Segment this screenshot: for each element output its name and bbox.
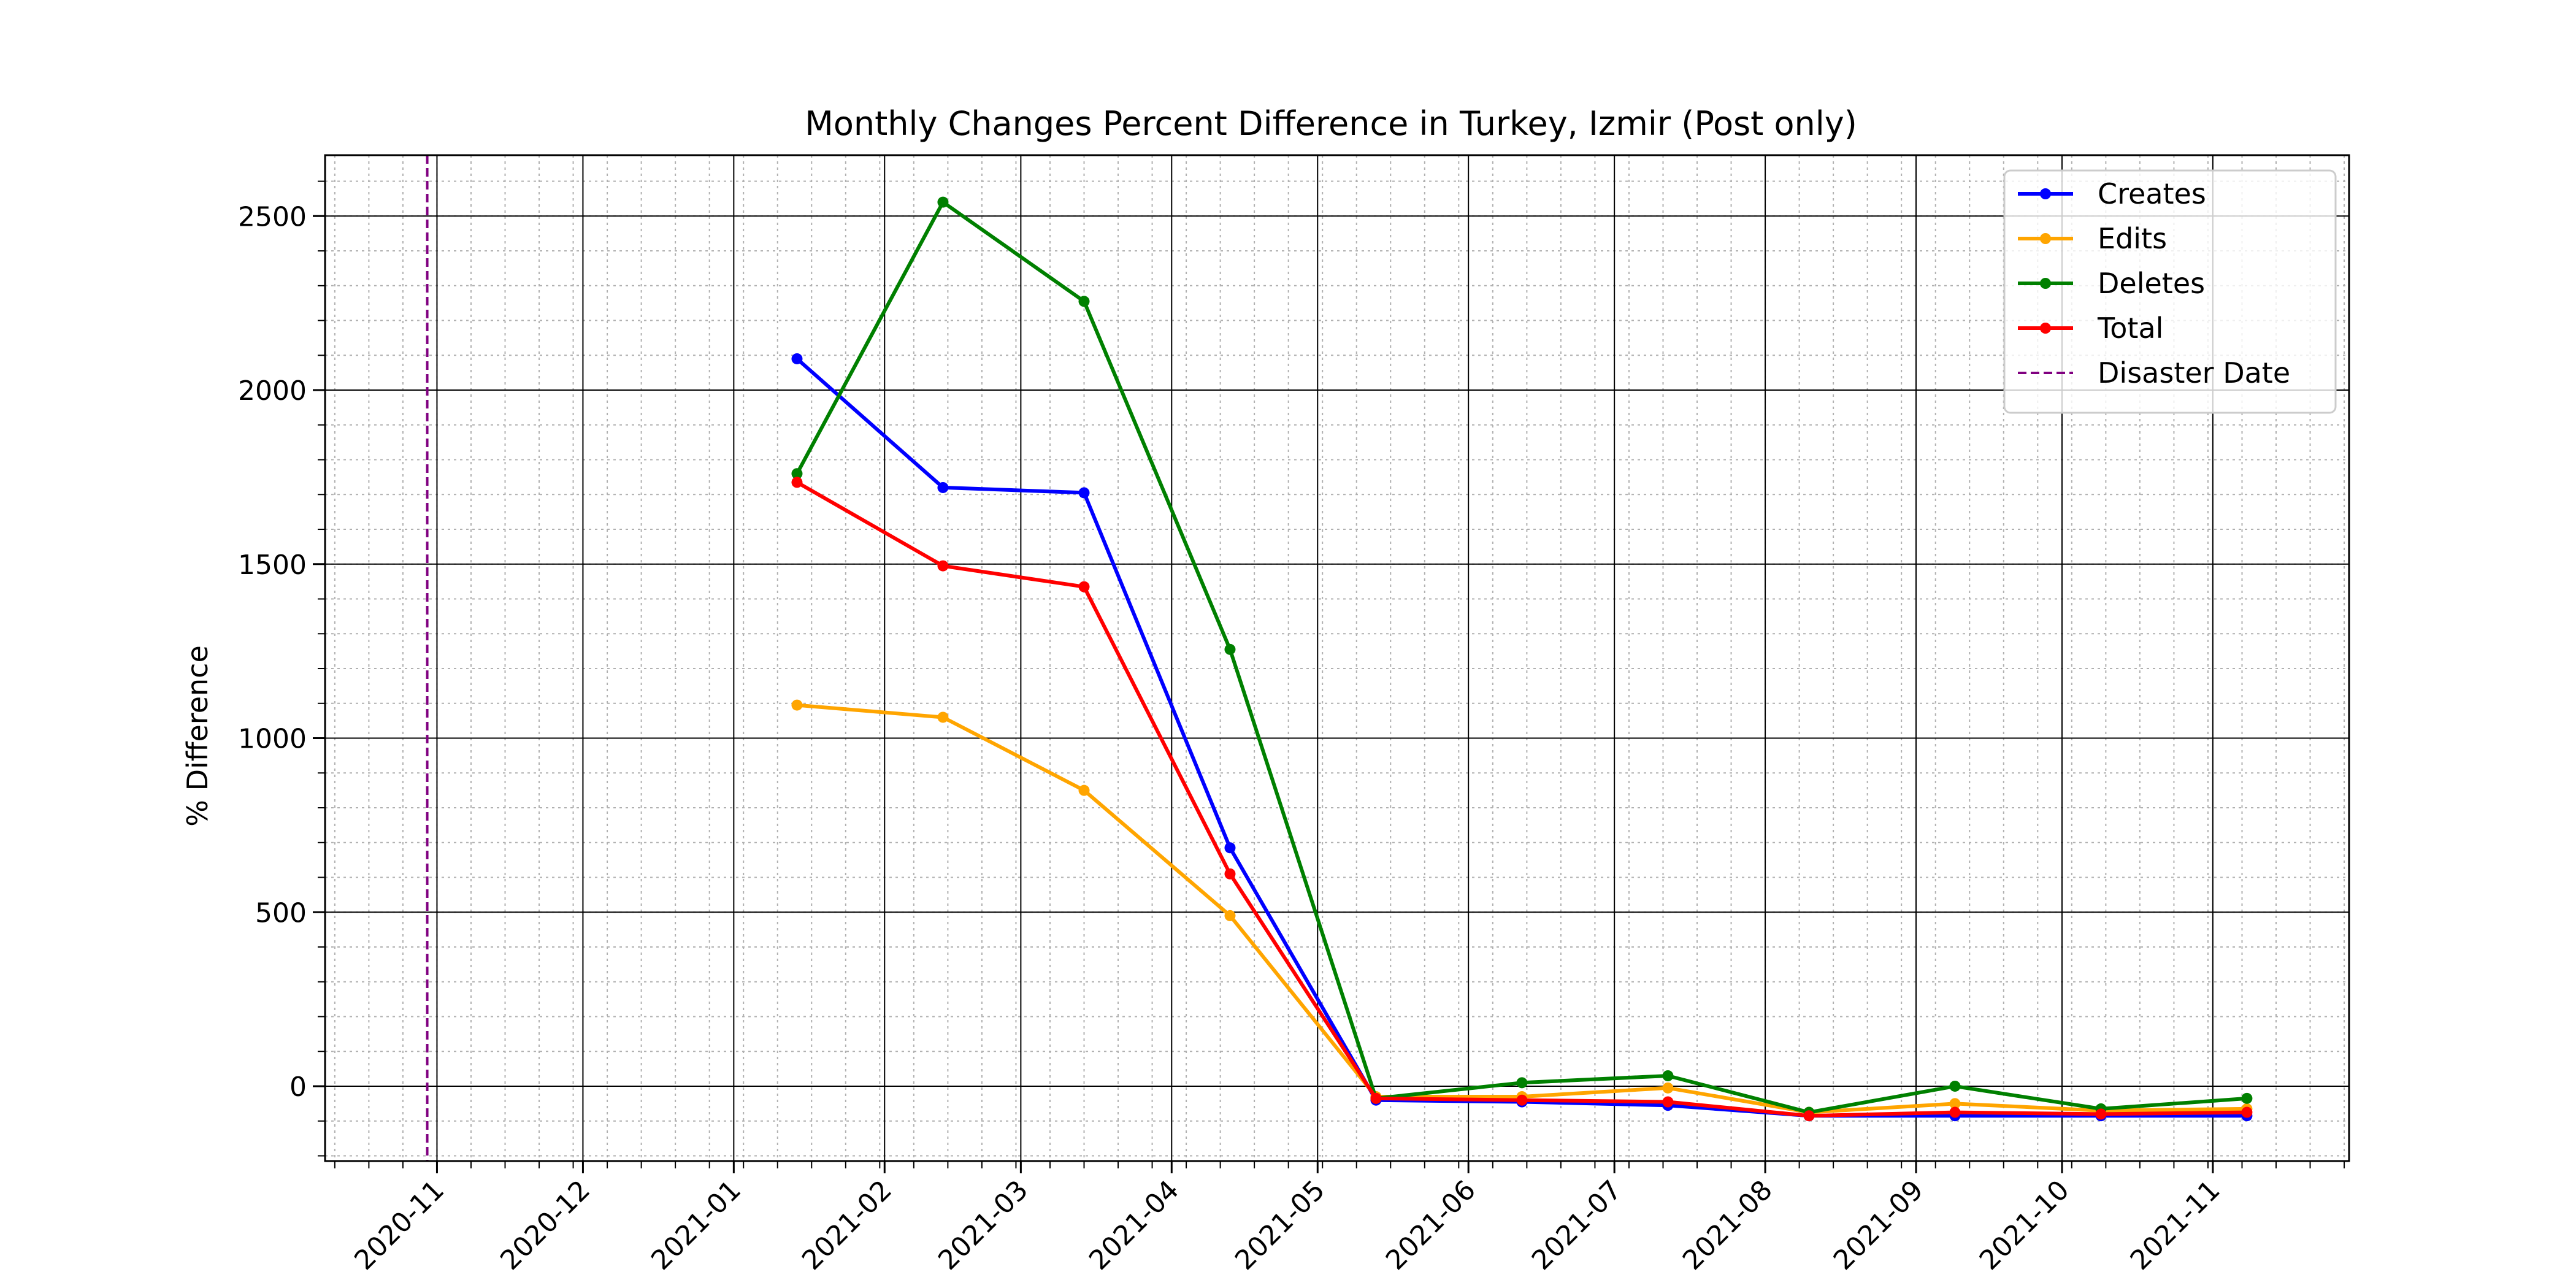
data-point-total — [1516, 1094, 1528, 1106]
data-point-deletes — [1949, 1080, 1961, 1092]
data-point-deletes — [937, 196, 949, 208]
data-point-total — [2241, 1106, 2253, 1118]
legend-label: Creates — [2098, 177, 2206, 210]
data-point-total — [1803, 1110, 1815, 1122]
data-point-edits — [937, 711, 949, 723]
y-tick-label: 2000 — [238, 375, 307, 407]
legend-marker — [2040, 278, 2051, 289]
legend-label: Edits — [2098, 222, 2167, 255]
data-point-edits — [1949, 1098, 1961, 1110]
data-point-total — [791, 477, 803, 488]
data-point-deletes — [1224, 643, 1236, 655]
y-tick-label: 1000 — [238, 724, 307, 755]
data-point-total — [1370, 1092, 1382, 1104]
data-point-edits — [1078, 784, 1090, 796]
data-point-deletes — [1516, 1077, 1528, 1089]
data-point-deletes — [2241, 1092, 2253, 1104]
legend-marker — [2040, 323, 2051, 334]
y-tick-label: 1500 — [238, 550, 307, 581]
y-tick-label: 0 — [289, 1071, 307, 1103]
y-tick-label: 500 — [255, 897, 307, 929]
data-point-deletes — [791, 468, 803, 480]
plot-frame — [324, 154, 2350, 1162]
data-point-creates — [791, 353, 803, 364]
legend: Creates Edits Deletes Total Disaster Date — [2003, 169, 2337, 414]
data-point-total — [1949, 1106, 1961, 1118]
legend-label: Deletes — [2098, 267, 2205, 300]
data-point-deletes — [1662, 1070, 1674, 1081]
legend-box — [2003, 169, 2337, 414]
data-point-creates — [937, 481, 949, 493]
y-axis: 0 500 1000 1500 2000 2500 — [238, 180, 325, 1157]
data-point-total — [1662, 1096, 1674, 1108]
chart-title: Monthly Changes Percent Difference in Tu… — [805, 104, 1857, 143]
legend-label: Total — [2097, 312, 2163, 345]
data-point-total — [1078, 581, 1090, 592]
legend-marker — [2040, 233, 2051, 244]
data-point-total — [2095, 1108, 2107, 1120]
data-point-deletes — [1078, 296, 1090, 307]
data-point-total — [937, 560, 949, 572]
legend-marker — [2040, 188, 2051, 199]
data-point-edits — [791, 699, 803, 711]
data-point-edits — [1224, 910, 1236, 921]
legend-label: Disaster Date — [2098, 356, 2290, 389]
data-point-total — [1224, 868, 1236, 880]
data-point-creates — [1078, 487, 1090, 499]
data-point-edits — [1662, 1082, 1674, 1094]
series-group — [791, 196, 2253, 1122]
data-point-creates — [1224, 842, 1236, 854]
y-axis-label: % Difference — [181, 645, 214, 826]
y-tick-label: 2500 — [238, 201, 307, 232]
